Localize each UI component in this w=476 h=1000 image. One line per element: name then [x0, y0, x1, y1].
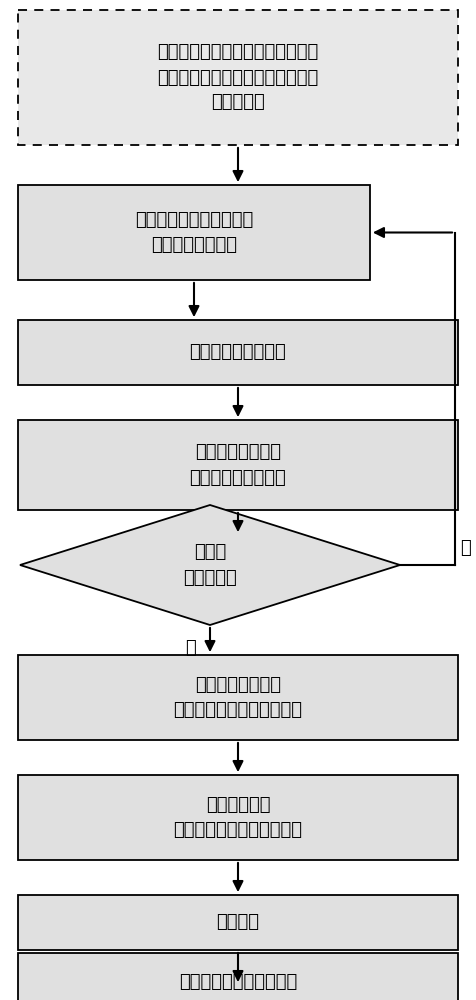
Text: 故障检测函数值与
故障检测门限值比较: 故障检测函数值与 故障检测门限值比较 [189, 444, 287, 487]
Text: 采集冗余式捷联惯导系统
惯性器件输出数据: 采集冗余式捷联惯导系统 惯性器件输出数据 [135, 211, 253, 254]
FancyBboxPatch shape [18, 320, 458, 385]
Text: 计算故障检测函数值: 计算故障检测函数值 [189, 344, 287, 361]
Text: 对冗余式捷联惯导系统惯性器件进
行编号，构造故障检测函数，确定
故障门限值: 对冗余式捷联惯导系统惯性器件进 行编号，构造故障检测函数，确定 故障门限值 [158, 43, 318, 111]
Text: 系统重构，完成故障隔离: 系统重构，完成故障隔离 [179, 972, 297, 990]
Polygon shape [20, 505, 400, 625]
Text: 是: 是 [185, 639, 195, 657]
FancyBboxPatch shape [18, 775, 458, 860]
FancyBboxPatch shape [18, 420, 458, 510]
Text: 利用线性估计方法
得到惯性器件输出的预测值: 利用线性估计方法 得到惯性器件输出的预测值 [173, 676, 303, 719]
Text: 故障定位: 故障定位 [217, 914, 259, 932]
Text: 函数值
超过门限值: 函数值 超过门限值 [183, 544, 237, 586]
FancyBboxPatch shape [18, 895, 458, 950]
Text: 否: 否 [460, 539, 471, 557]
FancyBboxPatch shape [18, 655, 458, 740]
FancyBboxPatch shape [18, 185, 370, 280]
FancyBboxPatch shape [18, 10, 458, 145]
Text: 得到惯性器件
输出的预测值与输出值残差: 得到惯性器件 输出的预测值与输出值残差 [173, 796, 303, 839]
FancyBboxPatch shape [18, 953, 458, 1000]
